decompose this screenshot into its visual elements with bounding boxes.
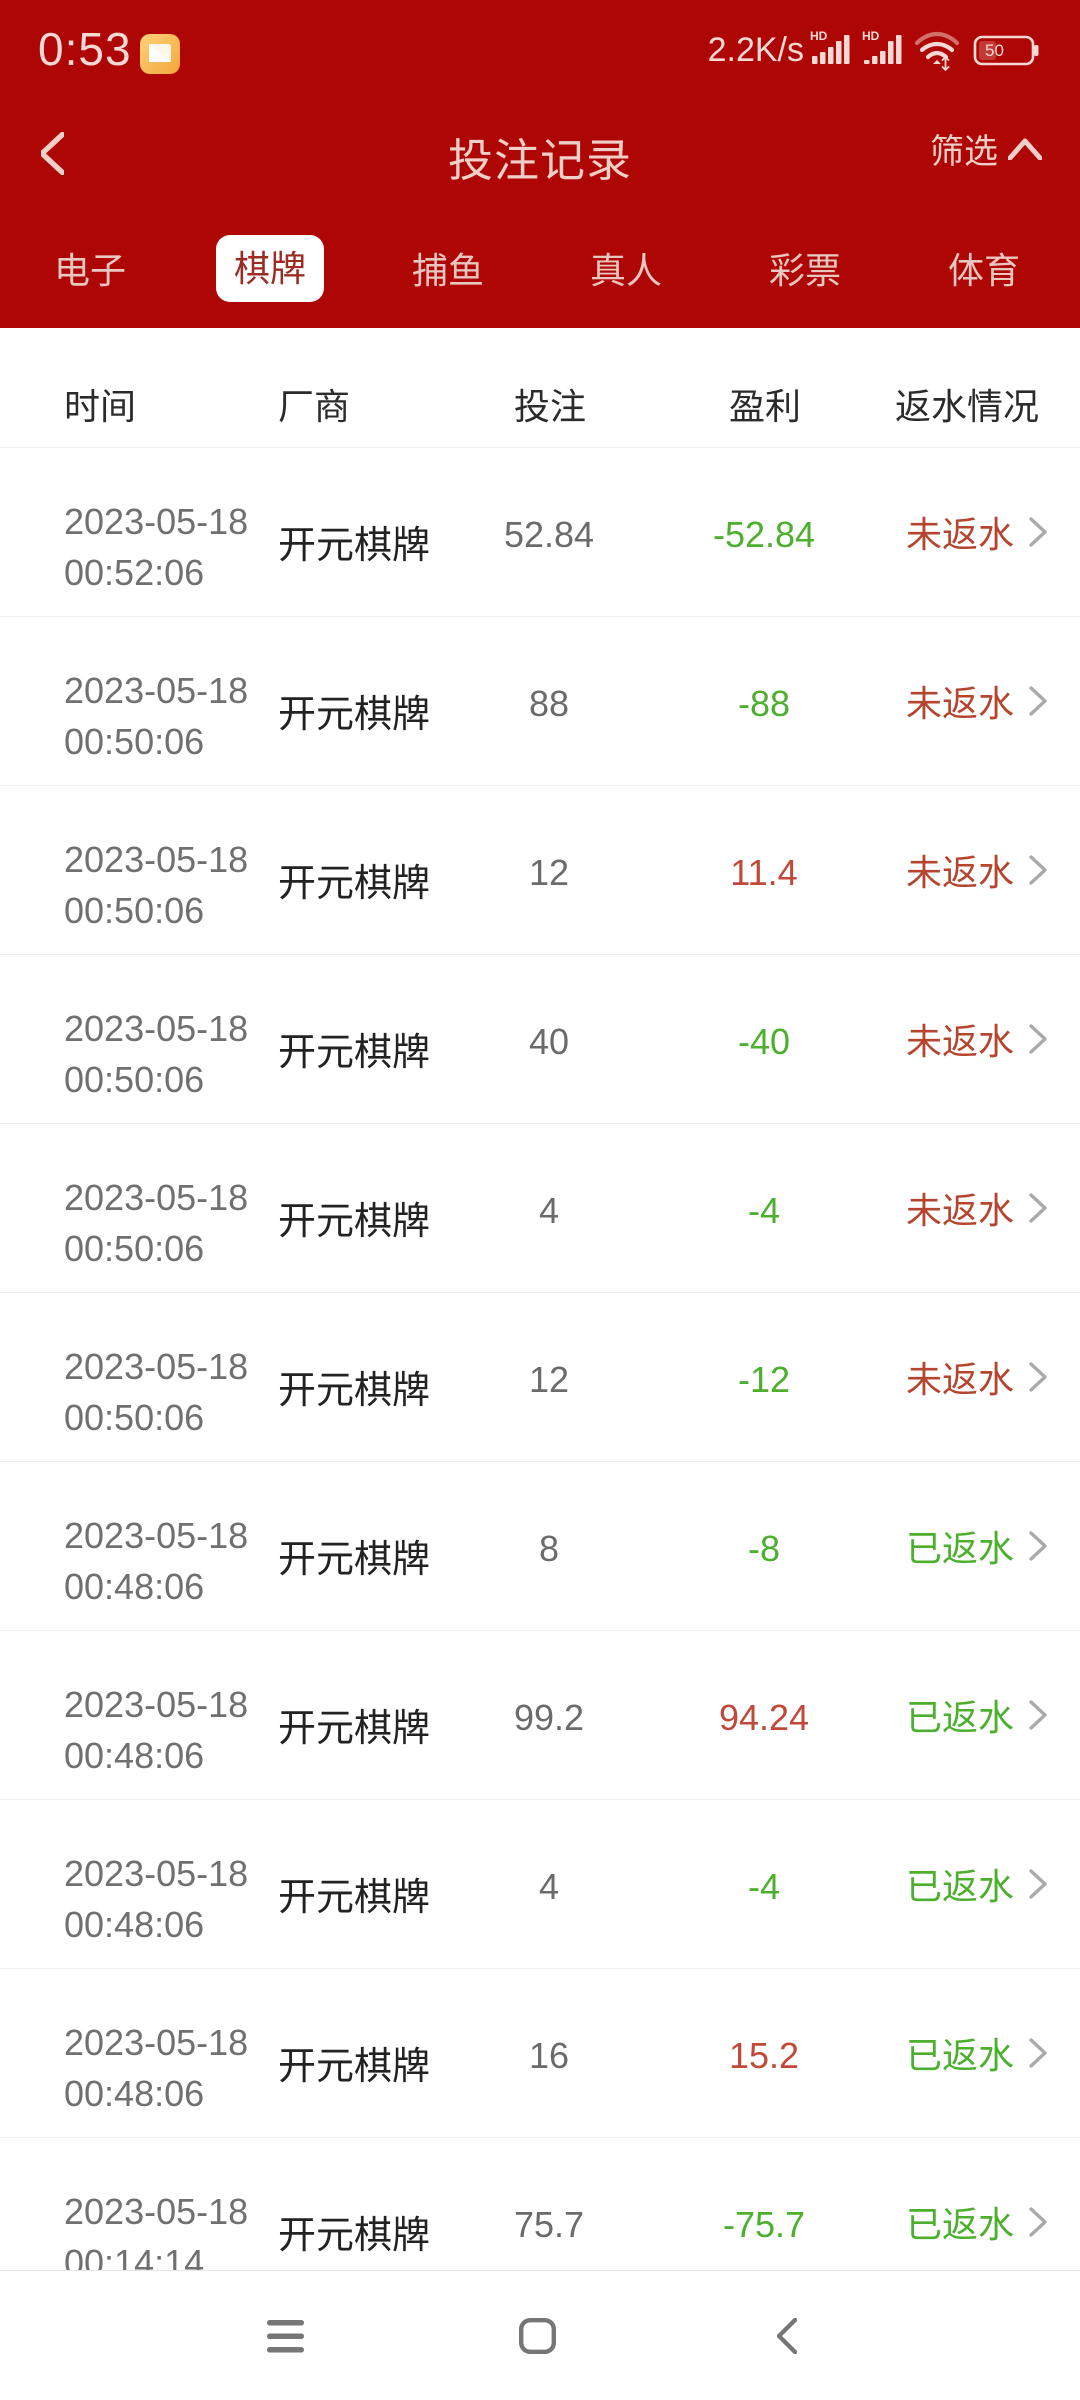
svg-text:50: 50	[985, 41, 1004, 60]
svg-text:HD: HD	[862, 29, 880, 43]
svg-text:HD: HD	[810, 29, 828, 43]
